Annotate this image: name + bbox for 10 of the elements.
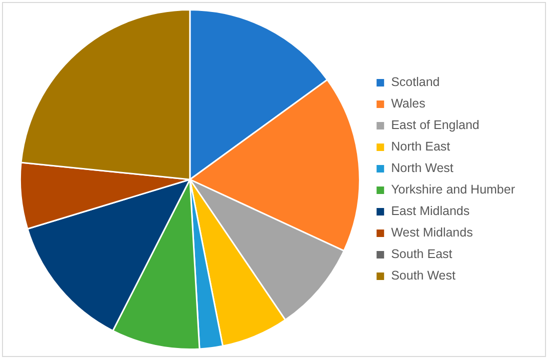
legend-label: Wales xyxy=(391,96,426,111)
legend-label: West Midlands xyxy=(391,226,473,240)
legend-label: Scotland xyxy=(391,75,440,90)
legend-label: North East xyxy=(391,140,451,154)
legend-label: North West xyxy=(391,161,454,176)
legend-label: East of England xyxy=(391,118,480,132)
legend-label: Yorkshire and Humber xyxy=(391,182,516,197)
legend-label: South East xyxy=(391,247,453,262)
legend-label: South West xyxy=(391,268,456,283)
legend-label: East Midlands xyxy=(391,204,470,218)
